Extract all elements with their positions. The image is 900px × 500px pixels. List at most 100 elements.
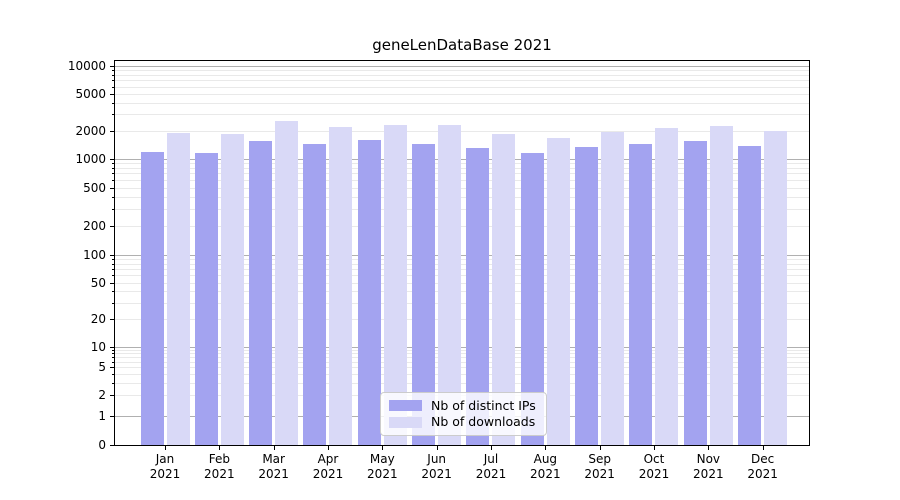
legend: Nb of distinct IPs Nb of downloads [380, 392, 547, 436]
x-tick-mark [490, 446, 492, 450]
y-tick-label: 200 [83, 218, 106, 233]
x-tick-label-year: 2021 [204, 467, 235, 481]
y-minor-tick-mark [112, 357, 114, 359]
bar-distinct-ips-may-2021 [357, 140, 381, 445]
legend-item: Nb of downloads [389, 415, 538, 429]
y-tick-label: 20 [90, 311, 106, 326]
legend-item: Nb of distinct IPs [389, 397, 538, 413]
x-tick-label: Sep 2021 [570, 452, 630, 482]
x-tick-mark [327, 446, 329, 450]
y-tick-mark [110, 395, 114, 397]
y-minor-tick-mark [112, 208, 114, 210]
y-minor-tick-mark [112, 196, 114, 198]
x-tick-mark [273, 446, 275, 450]
x-tick-label-month: Jan [155, 452, 175, 466]
x-tick-label-month: May [369, 452, 395, 466]
y-tick-label: 100 [83, 248, 106, 262]
bar-downloads-jun-2021 [438, 125, 462, 445]
y-minor-tick-mark [112, 167, 114, 169]
y-gridline-minor [115, 259, 809, 261]
y-gridline-minor [115, 318, 809, 320]
x-tick-label-month: Jul [483, 452, 499, 466]
bar-distinct-ips-nov-2021 [683, 140, 707, 445]
legend-label: Nb of downloads [431, 414, 536, 430]
x-tick-mark [436, 446, 438, 450]
x-tick-label-year: 2021 [367, 467, 398, 481]
y-tick-label: 0 [98, 438, 106, 452]
bar-downloads-feb-2021 [220, 134, 244, 445]
y-tick-label: 5000 [75, 86, 106, 101]
x-tick-label: Oct 2021 [624, 452, 684, 482]
y-tick-mark [110, 255, 114, 256]
x-tick-label: Mar 2021 [244, 452, 304, 482]
x-tick-label-month: Oct [643, 452, 665, 466]
y-gridline-minor [115, 225, 809, 227]
y-tick-mark [110, 367, 114, 369]
x-tick-label-year: 2021 [693, 467, 724, 481]
x-tick-label: Nov 2021 [678, 452, 738, 482]
plot-area [114, 60, 810, 446]
bar-distinct-ips-apr-2021 [303, 144, 327, 445]
legend-label: Nb of distinct IPs [431, 397, 536, 413]
y-minor-tick-mark [112, 275, 114, 277]
x-tick-label-year: 2021 [258, 467, 289, 481]
y-minor-tick-mark [112, 179, 114, 181]
y-gridline-minor [115, 162, 809, 164]
x-tick-label-month: Aug [533, 452, 558, 466]
y-minor-tick-mark [112, 86, 114, 88]
y-gridline-minor [115, 187, 809, 189]
y-gridline-major [115, 346, 809, 348]
y-minor-tick-mark [112, 361, 114, 363]
y-minor-tick-mark [112, 263, 114, 265]
y-tick-label: 10 [90, 339, 106, 354]
x-tick-mark [762, 446, 764, 450]
y-minor-tick-mark [112, 162, 114, 164]
y-tick-label: 1 [98, 409, 106, 423]
y-minor-tick-mark [112, 80, 114, 82]
y-tick-mark [110, 130, 114, 132]
y-gridline-minor [115, 382, 809, 384]
bar-distinct-ips-dec-2021 [738, 145, 762, 445]
bar-downloads-jan-2021 [166, 133, 190, 445]
y-gridline-major [115, 255, 809, 256]
y-gridline-minor [115, 275, 809, 277]
y-tick-mark [110, 66, 114, 67]
x-tick-label-year: 2021 [530, 467, 561, 481]
y-tick-label: 10000 [67, 59, 106, 73]
y-tick-label: 1000 [75, 151, 106, 166]
legend-swatch-downloads [389, 416, 422, 428]
y-minor-tick-mark [112, 382, 114, 384]
x-tick-label-month: Feb [208, 452, 230, 466]
y-gridline-minor [115, 269, 809, 271]
y-tick-label: 2000 [75, 123, 106, 138]
y-gridline-minor [115, 167, 809, 169]
y-tick-label: 5 [98, 360, 106, 375]
y-tick-mark [110, 445, 114, 446]
y-gridline-minor [115, 114, 809, 116]
x-tick-label-month: Jun [427, 452, 447, 466]
y-tick-mark [110, 416, 114, 417]
y-tick-mark [110, 187, 114, 189]
x-tick-label: Jan 2021 [135, 452, 195, 482]
y-gridline-major [115, 158, 809, 160]
bar-downloads-apr-2021 [329, 126, 353, 445]
y-minor-tick-mark [112, 302, 114, 304]
x-tick-label: May 2021 [352, 452, 412, 482]
x-tick-label: Apr 2021 [298, 452, 358, 482]
y-minor-tick-mark [112, 353, 114, 355]
x-tick-label: Feb 2021 [189, 452, 249, 482]
x-tick-label-year: 2021 [584, 467, 615, 481]
x-tick-label-year: 2021 [312, 467, 344, 481]
bar-downloads-dec-2021 [764, 130, 788, 445]
bar-downloads-nov-2021 [709, 125, 733, 445]
legend-swatch-distinct-ips [389, 400, 422, 412]
x-tick-label-year: 2021 [638, 467, 670, 481]
x-tick-mark [708, 446, 710, 450]
x-tick-label-month: Apr [317, 452, 339, 466]
y-gridline-minor [115, 173, 809, 175]
y-tick-label: 50 [90, 275, 106, 290]
x-tick-label-month: Sep [588, 452, 611, 466]
y-tick-mark [110, 158, 114, 160]
y-gridline-minor [115, 80, 809, 82]
y-gridline-minor [115, 74, 809, 76]
